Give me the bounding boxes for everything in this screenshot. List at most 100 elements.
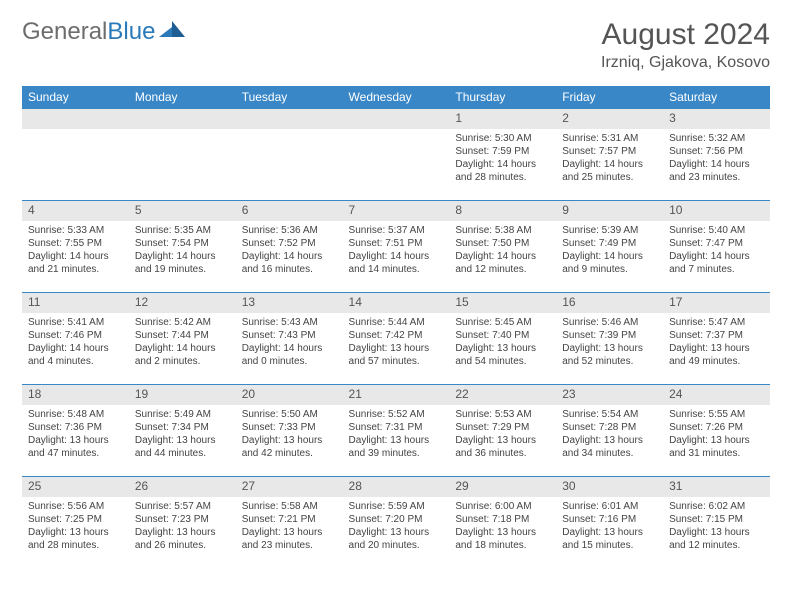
daylight-text: and 44 minutes. bbox=[135, 447, 230, 460]
calendar-week-row: 18Sunrise: 5:48 AMSunset: 7:36 PMDayligh… bbox=[22, 385, 770, 477]
daylight-text: and 31 minutes. bbox=[669, 447, 764, 460]
sunrise-text: Sunrise: 5:45 AM bbox=[455, 316, 550, 329]
sunrise-text: Sunrise: 5:52 AM bbox=[349, 408, 444, 421]
calendar-cell: 15Sunrise: 5:45 AMSunset: 7:40 PMDayligh… bbox=[449, 293, 556, 385]
month-title: August 2024 bbox=[601, 18, 770, 52]
calendar-week-row: 1Sunrise: 5:30 AMSunset: 7:59 PMDaylight… bbox=[22, 109, 770, 201]
brand-logo: GeneralBlue bbox=[22, 18, 185, 46]
day-details: Sunrise: 5:35 AMSunset: 7:54 PMDaylight:… bbox=[129, 221, 236, 282]
calendar-cell: 14Sunrise: 5:44 AMSunset: 7:42 PMDayligh… bbox=[343, 293, 450, 385]
day-number: 11 bbox=[22, 293, 129, 313]
calendar-cell: 13Sunrise: 5:43 AMSunset: 7:43 PMDayligh… bbox=[236, 293, 343, 385]
calendar-week-row: 4Sunrise: 5:33 AMSunset: 7:55 PMDaylight… bbox=[22, 201, 770, 293]
day-number: 30 bbox=[556, 477, 663, 497]
day-details: Sunrise: 5:30 AMSunset: 7:59 PMDaylight:… bbox=[449, 129, 556, 190]
calendar-table: Sunday Monday Tuesday Wednesday Thursday… bbox=[22, 86, 770, 569]
daylight-text: Daylight: 14 hours bbox=[242, 342, 337, 355]
daylight-text: and 52 minutes. bbox=[562, 355, 657, 368]
sunrise-text: Sunrise: 5:44 AM bbox=[349, 316, 444, 329]
daylight-text: and 57 minutes. bbox=[349, 355, 444, 368]
sunset-text: Sunset: 7:59 PM bbox=[455, 145, 550, 158]
daylight-text: Daylight: 14 hours bbox=[242, 250, 337, 263]
day-details: Sunrise: 5:48 AMSunset: 7:36 PMDaylight:… bbox=[22, 405, 129, 466]
sunrise-text: Sunrise: 5:35 AM bbox=[135, 224, 230, 237]
day-details: Sunrise: 5:46 AMSunset: 7:39 PMDaylight:… bbox=[556, 313, 663, 374]
daylight-text: and 19 minutes. bbox=[135, 263, 230, 276]
day-number: 4 bbox=[22, 201, 129, 221]
calendar-cell: 16Sunrise: 5:46 AMSunset: 7:39 PMDayligh… bbox=[556, 293, 663, 385]
daylight-text: and 47 minutes. bbox=[28, 447, 123, 460]
daylight-text: Daylight: 13 hours bbox=[242, 434, 337, 447]
day-number-empty bbox=[129, 109, 236, 129]
daylight-text: and 21 minutes. bbox=[28, 263, 123, 276]
calendar-cell: 9Sunrise: 5:39 AMSunset: 7:49 PMDaylight… bbox=[556, 201, 663, 293]
calendar-cell: 8Sunrise: 5:38 AMSunset: 7:50 PMDaylight… bbox=[449, 201, 556, 293]
sunset-text: Sunset: 7:16 PM bbox=[562, 513, 657, 526]
sunrise-text: Sunrise: 5:49 AM bbox=[135, 408, 230, 421]
day-number: 31 bbox=[663, 477, 770, 497]
daylight-text: Daylight: 13 hours bbox=[455, 434, 550, 447]
day-number: 29 bbox=[449, 477, 556, 497]
daylight-text: and 36 minutes. bbox=[455, 447, 550, 460]
calendar-cell: 19Sunrise: 5:49 AMSunset: 7:34 PMDayligh… bbox=[129, 385, 236, 477]
calendar-cell: 24Sunrise: 5:55 AMSunset: 7:26 PMDayligh… bbox=[663, 385, 770, 477]
daylight-text: Daylight: 14 hours bbox=[28, 250, 123, 263]
location-text: Irzniq, Gjakova, Kosovo bbox=[601, 54, 770, 72]
daylight-text: Daylight: 13 hours bbox=[562, 526, 657, 539]
calendar-cell: 12Sunrise: 5:42 AMSunset: 7:44 PMDayligh… bbox=[129, 293, 236, 385]
day-details: Sunrise: 5:54 AMSunset: 7:28 PMDaylight:… bbox=[556, 405, 663, 466]
daylight-text: and 15 minutes. bbox=[562, 539, 657, 552]
brand-part2: Blue bbox=[107, 18, 155, 46]
day-details: Sunrise: 5:53 AMSunset: 7:29 PMDaylight:… bbox=[449, 405, 556, 466]
daylight-text: Daylight: 13 hours bbox=[455, 342, 550, 355]
calendar-cell: 5Sunrise: 5:35 AMSunset: 7:54 PMDaylight… bbox=[129, 201, 236, 293]
calendar-cell bbox=[129, 109, 236, 201]
calendar-cell: 20Sunrise: 5:50 AMSunset: 7:33 PMDayligh… bbox=[236, 385, 343, 477]
calendar-cell: 4Sunrise: 5:33 AMSunset: 7:55 PMDaylight… bbox=[22, 201, 129, 293]
sunset-text: Sunset: 7:43 PM bbox=[242, 329, 337, 342]
calendar-cell bbox=[236, 109, 343, 201]
calendar-cell: 26Sunrise: 5:57 AMSunset: 7:23 PMDayligh… bbox=[129, 477, 236, 569]
sunrise-text: Sunrise: 6:01 AM bbox=[562, 500, 657, 513]
daylight-text: and 16 minutes. bbox=[242, 263, 337, 276]
day-details: Sunrise: 5:45 AMSunset: 7:40 PMDaylight:… bbox=[449, 313, 556, 374]
day-number: 15 bbox=[449, 293, 556, 313]
day-number: 23 bbox=[556, 385, 663, 405]
day-number-empty bbox=[22, 109, 129, 129]
day-details: Sunrise: 5:57 AMSunset: 7:23 PMDaylight:… bbox=[129, 497, 236, 558]
sunrise-text: Sunrise: 5:59 AM bbox=[349, 500, 444, 513]
sunset-text: Sunset: 7:39 PM bbox=[562, 329, 657, 342]
sunset-text: Sunset: 7:23 PM bbox=[135, 513, 230, 526]
daylight-text: Daylight: 13 hours bbox=[669, 434, 764, 447]
daylight-text: Daylight: 14 hours bbox=[349, 250, 444, 263]
calendar-cell bbox=[22, 109, 129, 201]
sunrise-text: Sunrise: 5:33 AM bbox=[28, 224, 123, 237]
day-header: Friday bbox=[556, 86, 663, 109]
day-number: 28 bbox=[343, 477, 450, 497]
daylight-text: and 14 minutes. bbox=[349, 263, 444, 276]
calendar-cell: 28Sunrise: 5:59 AMSunset: 7:20 PMDayligh… bbox=[343, 477, 450, 569]
logo-mark-icon bbox=[159, 18, 185, 46]
calendar-cell: 11Sunrise: 5:41 AMSunset: 7:46 PMDayligh… bbox=[22, 293, 129, 385]
sunrise-text: Sunrise: 5:56 AM bbox=[28, 500, 123, 513]
day-number: 19 bbox=[129, 385, 236, 405]
day-details: Sunrise: 6:00 AMSunset: 7:18 PMDaylight:… bbox=[449, 497, 556, 558]
day-details: Sunrise: 5:41 AMSunset: 7:46 PMDaylight:… bbox=[22, 313, 129, 374]
daylight-text: Daylight: 14 hours bbox=[455, 250, 550, 263]
day-details-empty bbox=[22, 129, 129, 189]
sunrise-text: Sunrise: 5:41 AM bbox=[28, 316, 123, 329]
day-details: Sunrise: 5:58 AMSunset: 7:21 PMDaylight:… bbox=[236, 497, 343, 558]
day-details: Sunrise: 5:37 AMSunset: 7:51 PMDaylight:… bbox=[343, 221, 450, 282]
day-number: 21 bbox=[343, 385, 450, 405]
calendar-week-row: 25Sunrise: 5:56 AMSunset: 7:25 PMDayligh… bbox=[22, 477, 770, 569]
daylight-text: and 18 minutes. bbox=[455, 539, 550, 552]
day-details: Sunrise: 5:47 AMSunset: 7:37 PMDaylight:… bbox=[663, 313, 770, 374]
sunrise-text: Sunrise: 6:02 AM bbox=[669, 500, 764, 513]
daylight-text: Daylight: 14 hours bbox=[562, 250, 657, 263]
sunrise-text: Sunrise: 5:47 AM bbox=[669, 316, 764, 329]
day-number: 27 bbox=[236, 477, 343, 497]
sunrise-text: Sunrise: 5:31 AM bbox=[562, 132, 657, 145]
day-header: Saturday bbox=[663, 86, 770, 109]
daylight-text: and 25 minutes. bbox=[562, 171, 657, 184]
sunrise-text: Sunrise: 5:30 AM bbox=[455, 132, 550, 145]
